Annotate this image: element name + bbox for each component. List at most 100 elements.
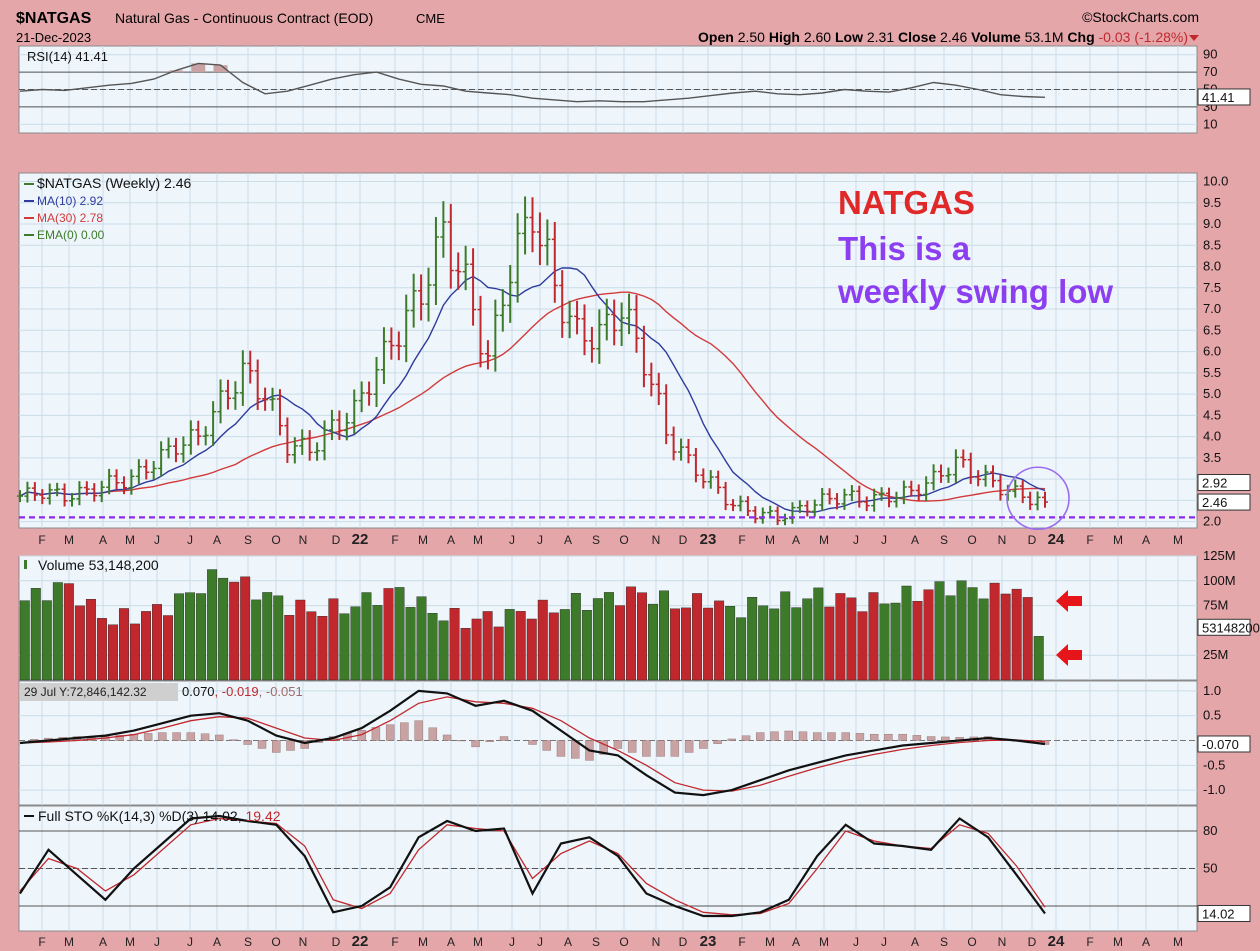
- x-tick-label: J: [509, 533, 515, 547]
- x-tick-label: 24: [1048, 531, 1065, 548]
- volume-bar: [262, 592, 273, 681]
- x-tick-label: S: [244, 935, 252, 949]
- volume-bar: [504, 609, 515, 681]
- volume-bar: [625, 586, 636, 681]
- volume-bar: [96, 618, 107, 681]
- macd-histogram-bar: [741, 735, 751, 741]
- volume-bar: [879, 603, 890, 681]
- volume-bar: [174, 593, 185, 681]
- sto-value-label: 14.02: [1202, 906, 1235, 921]
- volume-bar: [218, 577, 229, 681]
- macd-histogram-bar: [556, 740, 566, 757]
- volume-bar: [152, 604, 162, 681]
- volume-bar: [163, 615, 174, 681]
- volume-bar: [196, 593, 207, 681]
- price-value-label: 2.46: [1202, 495, 1227, 510]
- x-tick-label: M: [473, 935, 483, 949]
- price-tick-label: 10.0: [1203, 174, 1228, 189]
- volume-bar: [747, 597, 758, 681]
- macd-value-label: -0.070: [1202, 737, 1239, 752]
- chg-down-arrow-icon: [1189, 35, 1199, 41]
- volume-bar: [493, 626, 504, 681]
- x-tick-label: S: [940, 935, 948, 949]
- volume-bar: [692, 593, 703, 681]
- macd-histogram-bar: [770, 731, 779, 741]
- volume-legend-icon: [24, 560, 27, 569]
- volume-bar: [989, 582, 1000, 681]
- volume-bar: [592, 598, 603, 681]
- macd-tick-label: -1.0: [1203, 782, 1225, 797]
- volume-bar: [328, 598, 339, 681]
- x-tick-label: D: [1028, 935, 1037, 949]
- macd-tooltip-bg: [20, 683, 178, 701]
- price-tick-label: 8.5: [1203, 237, 1221, 252]
- x-tick-label: A: [447, 935, 455, 949]
- volume-bar: [85, 599, 96, 681]
- macd-histogram-bar: [485, 740, 494, 742]
- volume-bar: [1022, 597, 1033, 681]
- macd-histogram-bar: [115, 735, 124, 741]
- symbol: $NATGAS: [16, 10, 92, 27]
- volume-bar: [526, 618, 537, 681]
- volume-bar: [791, 607, 802, 681]
- macd-histogram-bar: [172, 732, 181, 741]
- volume-bar: [30, 588, 41, 681]
- sto-k-line: [19, 814, 1046, 918]
- macd-histogram-bar: [215, 734, 224, 741]
- volume-bar: [901, 585, 912, 681]
- swing-low-circle: [1006, 466, 1070, 531]
- macd-histogram-bar: [243, 740, 252, 745]
- volume-bar: [52, 582, 63, 681]
- rsi-tick-label: 70: [1203, 64, 1217, 79]
- macd-histogram-bar: [286, 740, 295, 751]
- macd-values: 0.070, -0.019, -0.051: [182, 684, 303, 699]
- macd-histogram-bar: [926, 736, 936, 741]
- volume-tick-label: 100M: [1203, 573, 1236, 588]
- macd-value: , -0.051: [259, 684, 303, 699]
- volume-tick-label: 125M: [1203, 548, 1236, 563]
- sto-title-main: Full STO %K(14,3) %D(3) 14.02,: [38, 808, 245, 824]
- x-tick-label: F: [738, 533, 745, 547]
- volume-bar: [857, 611, 868, 681]
- x-tick-label: 22: [352, 933, 369, 950]
- x-tick-label: A: [911, 533, 919, 547]
- x-tick-label: D: [332, 935, 341, 949]
- macd-histogram-bar: [257, 740, 267, 749]
- macd-histogram-bar: [229, 739, 238, 741]
- exchange: CME: [416, 11, 445, 26]
- volume-bar: [1011, 588, 1022, 681]
- macd-histogram-bar: [442, 734, 452, 741]
- macd-histogram-bar: [542, 740, 551, 751]
- macd-histogram-bar: [300, 740, 309, 749]
- x-tick-label: A: [564, 533, 572, 547]
- macd-tooltip: 29 Jul Y:72,846,142.32: [24, 685, 147, 699]
- volume-bar: [207, 569, 218, 681]
- macd-histogram-bar: [912, 735, 922, 741]
- x-tick-label: O: [271, 533, 280, 547]
- volume-bar: [118, 608, 129, 681]
- ohlc-summary: Open 2.50 High 2.60 Low 2.31 Close 2.46 …: [698, 29, 1188, 45]
- volume-bar: [912, 601, 923, 681]
- description: Natural Gas - Continuous Contract (EOD): [115, 10, 373, 26]
- macd-histogram-bar: [528, 740, 537, 745]
- volume-bar: [317, 615, 328, 681]
- x-tick-label: M: [1113, 935, 1123, 949]
- macd-histogram-bar: [884, 733, 893, 741]
- x-tick-label: 22: [352, 531, 369, 548]
- x-tick-label: F: [1086, 533, 1093, 547]
- price-tick-label: 8.0: [1203, 259, 1221, 274]
- x-tick-label: N: [652, 533, 661, 547]
- volume-bar: [339, 613, 350, 681]
- volume-bar: [824, 606, 835, 681]
- rsi-tick-label: 10: [1203, 116, 1217, 131]
- macd-histogram-bar: [599, 740, 608, 755]
- legend-item: $NATGAS (Weekly) 2.46: [37, 175, 192, 191]
- x-tick-label: M: [765, 533, 775, 547]
- x-tick-label: M: [125, 935, 135, 949]
- x-tick-label: O: [967, 935, 976, 949]
- volume-bar: [141, 611, 151, 681]
- rsi-line: [19, 62, 1046, 103]
- panel-bg: [18, 680, 1198, 806]
- macd-histogram-bar: [200, 733, 210, 741]
- volume-bar: [813, 587, 824, 681]
